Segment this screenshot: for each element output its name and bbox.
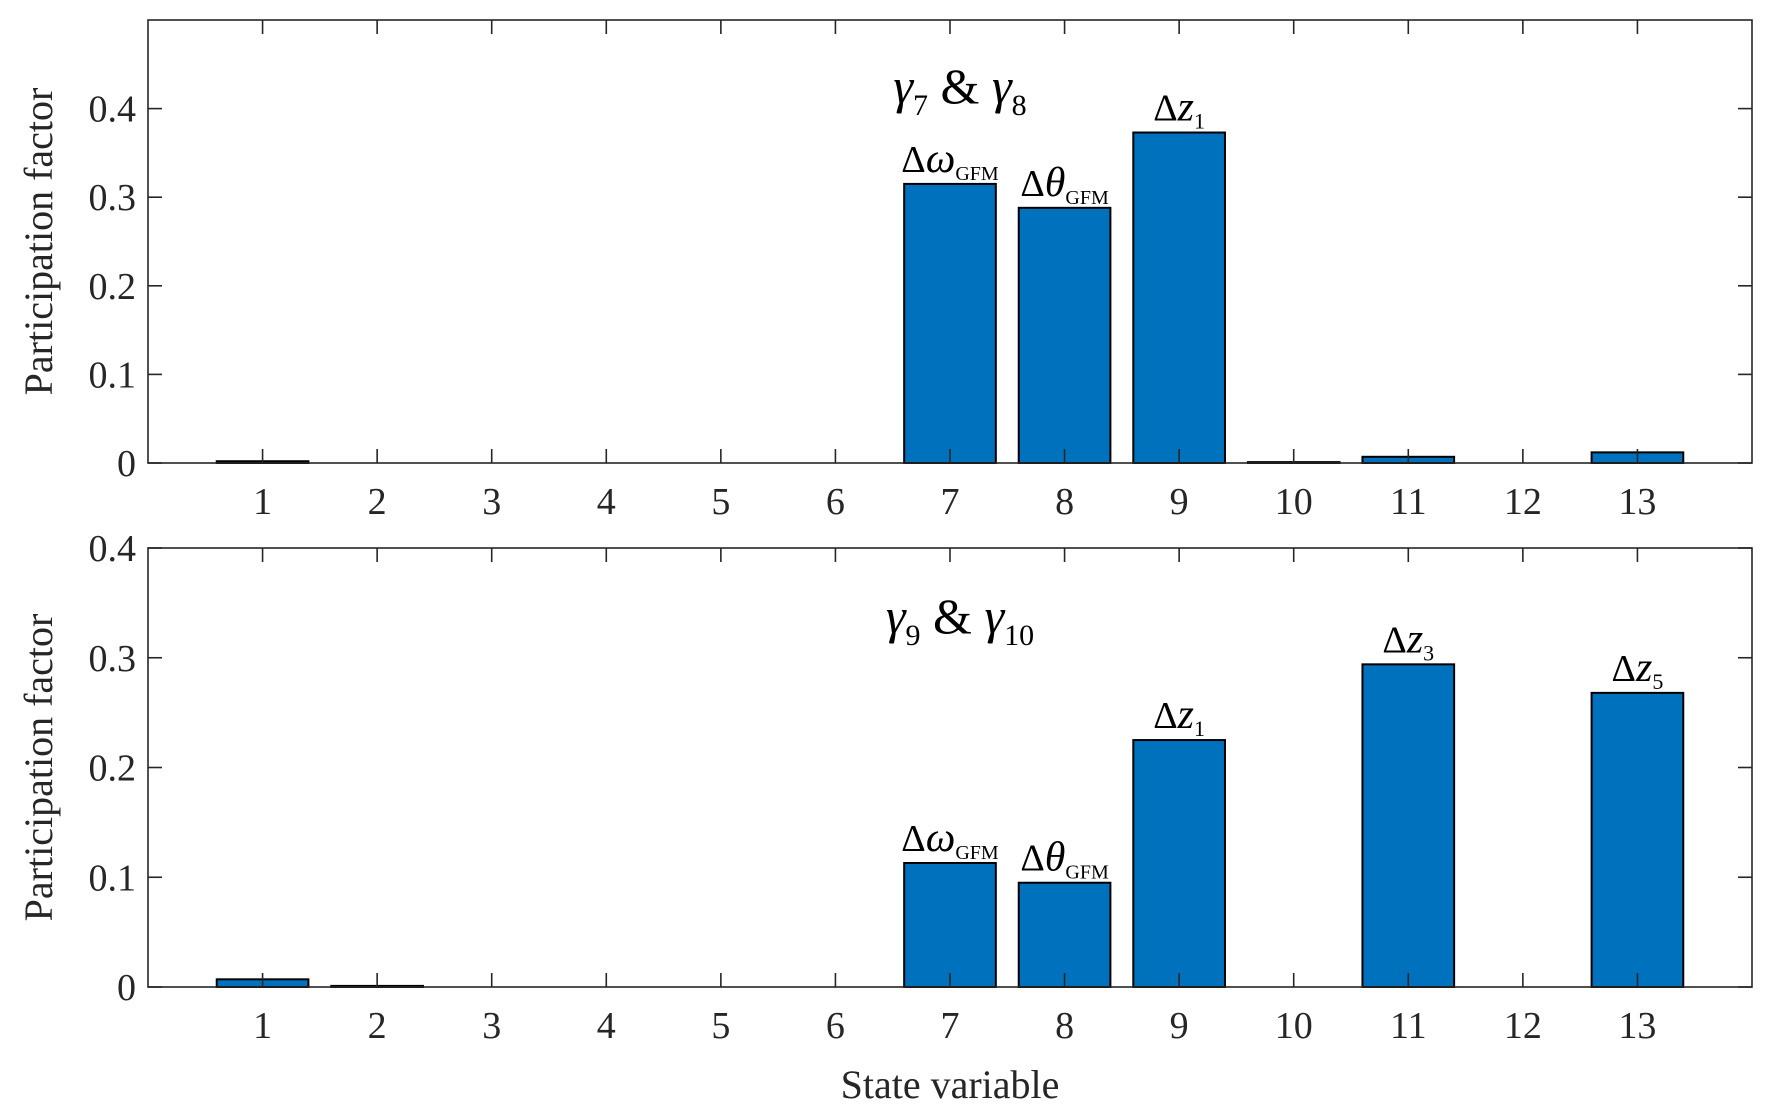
bar-annotation-8: ΔθGFM: [1020, 835, 1109, 884]
x-tick-label: 8: [1055, 481, 1074, 523]
bar-11: [1361, 663, 1456, 989]
y-tick-label: 0.4: [89, 89, 137, 131]
y-axis-label: Participation factor: [16, 88, 61, 396]
y-tick-label: 0.2: [89, 266, 137, 308]
x-tick-label: 2: [368, 1005, 387, 1047]
x-tick-label: 5: [711, 1005, 730, 1047]
x-tick-label: 12: [1504, 1005, 1542, 1047]
bar-annotation-11: Δz3: [1382, 616, 1434, 665]
x-tick-label: 11: [1390, 481, 1427, 523]
bar-8: [1017, 881, 1112, 988]
x-tick-label: 1: [253, 1005, 272, 1047]
bar-annotation-9: Δz1: [1153, 85, 1205, 134]
x-tick-label: 9: [1170, 1005, 1189, 1047]
y-tick-label: 0.3: [89, 638, 137, 680]
top-chart-panel: 00.10.20.30.41 2 3 4 5 6 7 8 9 10 11 12 13Participat…: [16, 19, 1753, 523]
bar-annotation-13: Δz5: [1612, 645, 1664, 694]
x-tick-label: 3: [482, 1005, 501, 1047]
y-tick-label: 0.1: [89, 354, 137, 396]
x-tick-label: 10: [1275, 1005, 1313, 1047]
y-tick-label: 0.1: [89, 857, 137, 899]
bar-13: [1590, 691, 1685, 988]
x-tick-label: 4: [597, 1005, 616, 1047]
x-axis-label: State variable: [841, 1062, 1060, 1107]
bar-annotation-7: ΔωGFM: [901, 136, 999, 185]
x-tick-label: 12: [1504, 481, 1542, 523]
y-tick-label: 0.2: [89, 748, 137, 790]
bar-8: [1017, 206, 1112, 464]
bar-annotation-9: Δz1: [1153, 692, 1205, 741]
bar-7: [903, 182, 997, 464]
bar-annotation-7: ΔωGFM: [901, 815, 999, 864]
x-tick-label: 7: [941, 1005, 960, 1047]
x-tick-label: 5: [711, 481, 730, 523]
x-tick-label: 9: [1170, 481, 1189, 523]
x-tick-label: 6: [826, 1005, 845, 1047]
x-tick-label: 4: [597, 481, 616, 523]
x-tick-label: 13: [1618, 1005, 1656, 1047]
x-tick-label: 2: [368, 481, 387, 523]
bar-9: [1132, 131, 1226, 465]
chart-title: γ9 & γ10: [886, 588, 1034, 652]
x-tick-label: 11: [1390, 1005, 1427, 1047]
x-tick-label: 13: [1618, 481, 1656, 523]
x-tick-label: 7: [941, 481, 960, 523]
x-tick-label: 8: [1055, 1005, 1074, 1047]
y-axis-label: Participation factor: [16, 614, 61, 922]
y-tick-label: 0: [117, 443, 136, 485]
x-tick-label: 3: [482, 481, 501, 523]
chart-title: γ7 & γ8: [893, 58, 1026, 122]
x-tick-label: 10: [1275, 481, 1313, 523]
bar-7: [903, 861, 997, 988]
bottom-chart-panel: 00.10.20.30.41 2 3 4 5 6 7 8 9 10 11 12 13Participat…: [16, 528, 1753, 1107]
y-tick-label: 0: [117, 967, 136, 1009]
x-tick-label: 1: [253, 481, 272, 523]
x-tick-label: 6: [826, 481, 845, 523]
y-tick-label: 0.4: [89, 528, 137, 570]
bar-9: [1132, 739, 1226, 988]
y-tick-label: 0.3: [89, 177, 137, 219]
bar-annotation-8: ΔθGFM: [1020, 160, 1109, 209]
